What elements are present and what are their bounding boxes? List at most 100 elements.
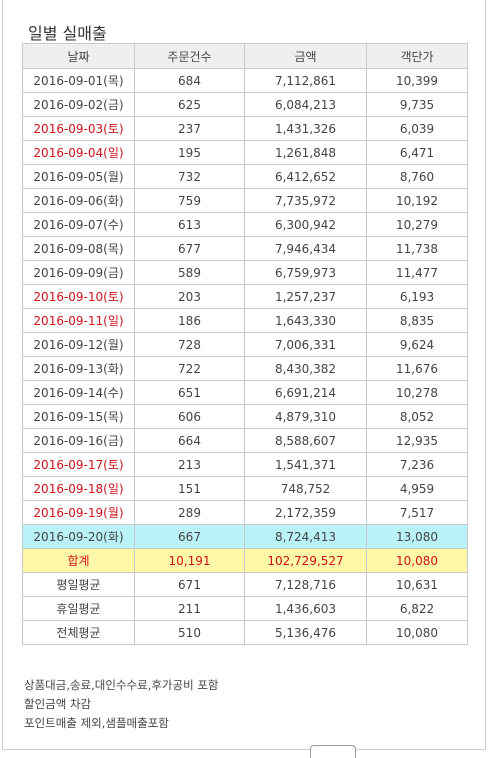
avg-price-cell: 7,236 [366, 452, 468, 477]
table-row: 2016-09-05(월) 732 6,412,652 8,760 [22, 164, 468, 189]
avg-price-cell: 13,080 [366, 524, 468, 549]
table-row: 2016-09-06(화) 759 7,735,972 10,192 [22, 188, 468, 213]
date-cell: 2016-09-12(월) [22, 332, 135, 357]
amount-cell: 6,084,213 [244, 92, 367, 117]
amount-cell: 748,752 [244, 476, 367, 501]
orders-cell: 151 [134, 476, 245, 501]
summary-row: 평일평균 671 7,128,716 10,631 [22, 572, 468, 597]
orders-cell: 651 [134, 380, 245, 405]
avg-price-cell: 6,193 [366, 284, 468, 309]
total-label: 합계 [22, 548, 135, 573]
amount-cell: 7,006,331 [244, 332, 367, 357]
amount-cell: 1,643,330 [244, 308, 367, 333]
date-cell: 2016-09-06(화) [22, 188, 135, 213]
note-line: 포인트매출 제외,샘플매출포함 [24, 716, 169, 730]
avg-price-cell: 9,735 [366, 92, 468, 117]
summary-orders: 211 [134, 596, 245, 621]
amount-cell: 7,112,861 [244, 68, 367, 93]
summary-amount: 7,128,716 [244, 572, 367, 597]
avg-price-cell: 10,279 [366, 212, 468, 237]
table-row: 2016-09-11(일) 186 1,643,330 8,835 [22, 308, 468, 333]
amount-cell: 1,431,326 [244, 116, 367, 141]
table-row: 2016-09-19(월) 289 2,172,359 7,517 [22, 500, 468, 525]
amount-cell: 6,759,973 [244, 260, 367, 285]
avg-price-cell: 6,039 [366, 116, 468, 141]
avg-price-cell: 7,517 [366, 500, 468, 525]
total-orders: 10,191 [134, 548, 245, 573]
summary-row: 전체평균 510 5,136,476 10,080 [22, 620, 468, 645]
orders-cell: 613 [134, 212, 245, 237]
avg-price-cell: 8,760 [366, 164, 468, 189]
table-row: 2016-09-16(금) 664 8,588,607 12,935 [22, 428, 468, 453]
summary-amount: 1,436,603 [244, 596, 367, 621]
orders-cell: 684 [134, 68, 245, 93]
date-cell: 2016-09-07(수) [22, 212, 135, 237]
date-cell: 2016-09-04(일) [22, 140, 135, 165]
summary-label: 평일평균 [22, 572, 135, 597]
orders-cell: 732 [134, 164, 245, 189]
note-line: 상품대금,송료,대인수수료,후가공비 포함 [24, 678, 219, 692]
avg-price-cell: 9,624 [366, 332, 468, 357]
date-cell: 2016-09-09(금) [22, 260, 135, 285]
daily-sales-table: 날짜 주문건수 금액 객단가 2016-09-01(목) 684 7,112,861… [22, 43, 468, 645]
header-orders: 주문건수 [134, 43, 245, 69]
table-row: 2016-09-12(월) 728 7,006,331 9,624 [22, 332, 468, 357]
summary-avg-price: 10,631 [366, 572, 468, 597]
orders-cell: 589 [134, 260, 245, 285]
table-row: 2016-09-07(수) 613 6,300,942 10,279 [22, 212, 468, 237]
notes: 상품대금,송료,대인수수료,후가공비 포함 할인금액 차감 포인트매출 제외,샘… [24, 676, 218, 733]
header-avg-price: 객단가 [366, 43, 468, 69]
orders-cell: 759 [134, 188, 245, 213]
orders-cell: 195 [134, 140, 245, 165]
summary-row: 휴일평균 211 1,436,603 6,822 [22, 596, 468, 621]
amount-cell: 8,430,382 [244, 356, 367, 381]
date-cell: 2016-09-02(금) [22, 92, 135, 117]
date-cell: 2016-09-11(일) [22, 308, 135, 333]
avg-price-cell: 8,835 [366, 308, 468, 333]
table-row: 2016-09-01(목) 684 7,112,861 10,399 [22, 68, 468, 93]
orders-cell: 728 [134, 332, 245, 357]
avg-price-cell: 11,676 [366, 356, 468, 381]
table-row: 2016-09-08(목) 677 7,946,434 11,738 [22, 236, 468, 261]
date-cell: 2016-09-18(일) [22, 476, 135, 501]
orders-cell: 203 [134, 284, 245, 309]
orders-cell: 625 [134, 92, 245, 117]
amount-cell: 4,879,310 [244, 404, 367, 429]
orders-cell: 667 [134, 524, 245, 549]
avg-price-cell: 10,278 [366, 380, 468, 405]
table-row: 2016-09-13(화) 722 8,430,382 11,676 [22, 356, 468, 381]
total-amount: 102,729,527 [244, 548, 367, 573]
page-title: 일별 실매출 [28, 24, 107, 43]
amount-cell: 1,257,237 [244, 284, 367, 309]
summary-avg-price: 6,822 [366, 596, 468, 621]
amount-cell: 7,735,972 [244, 188, 367, 213]
table-header-row: 날짜 주문건수 금액 객단가 [22, 43, 468, 69]
total-row: 합계 10,191 102,729,527 10,080 [22, 548, 468, 573]
date-cell: 2016-09-20(화) [22, 524, 135, 549]
avg-price-cell: 6,471 [366, 140, 468, 165]
orders-cell: 722 [134, 356, 245, 381]
date-cell: 2016-09-01(목) [22, 68, 135, 93]
table-row: 2016-09-14(수) 651 6,691,214 10,278 [22, 380, 468, 405]
date-cell: 2016-09-05(월) [22, 164, 135, 189]
content-frame [2, 0, 486, 750]
date-cell: 2016-09-13(화) [22, 356, 135, 381]
summary-orders: 510 [134, 620, 245, 645]
amount-cell: 2,172,359 [244, 500, 367, 525]
amount-cell: 1,541,371 [244, 452, 367, 477]
amount-cell: 1,261,848 [244, 140, 367, 165]
avg-price-cell: 11,477 [366, 260, 468, 285]
table-row: 2016-09-04(일) 195 1,261,848 6,471 [22, 140, 468, 165]
table-row: 2016-09-10(토) 203 1,257,237 6,193 [22, 284, 468, 309]
avg-price-cell: 10,192 [366, 188, 468, 213]
amount-cell: 8,588,607 [244, 428, 367, 453]
table-row: 2016-09-03(토) 237 1,431,326 6,039 [22, 116, 468, 141]
avg-price-cell: 8,052 [366, 404, 468, 429]
avg-price-cell: 12,935 [366, 428, 468, 453]
orders-cell: 664 [134, 428, 245, 453]
date-cell: 2016-09-17(토) [22, 452, 135, 477]
header-date: 날짜 [22, 43, 135, 69]
total-avg-price: 10,080 [366, 548, 468, 573]
date-cell: 2016-09-08(목) [22, 236, 135, 261]
avg-price-cell: 10,399 [366, 68, 468, 93]
